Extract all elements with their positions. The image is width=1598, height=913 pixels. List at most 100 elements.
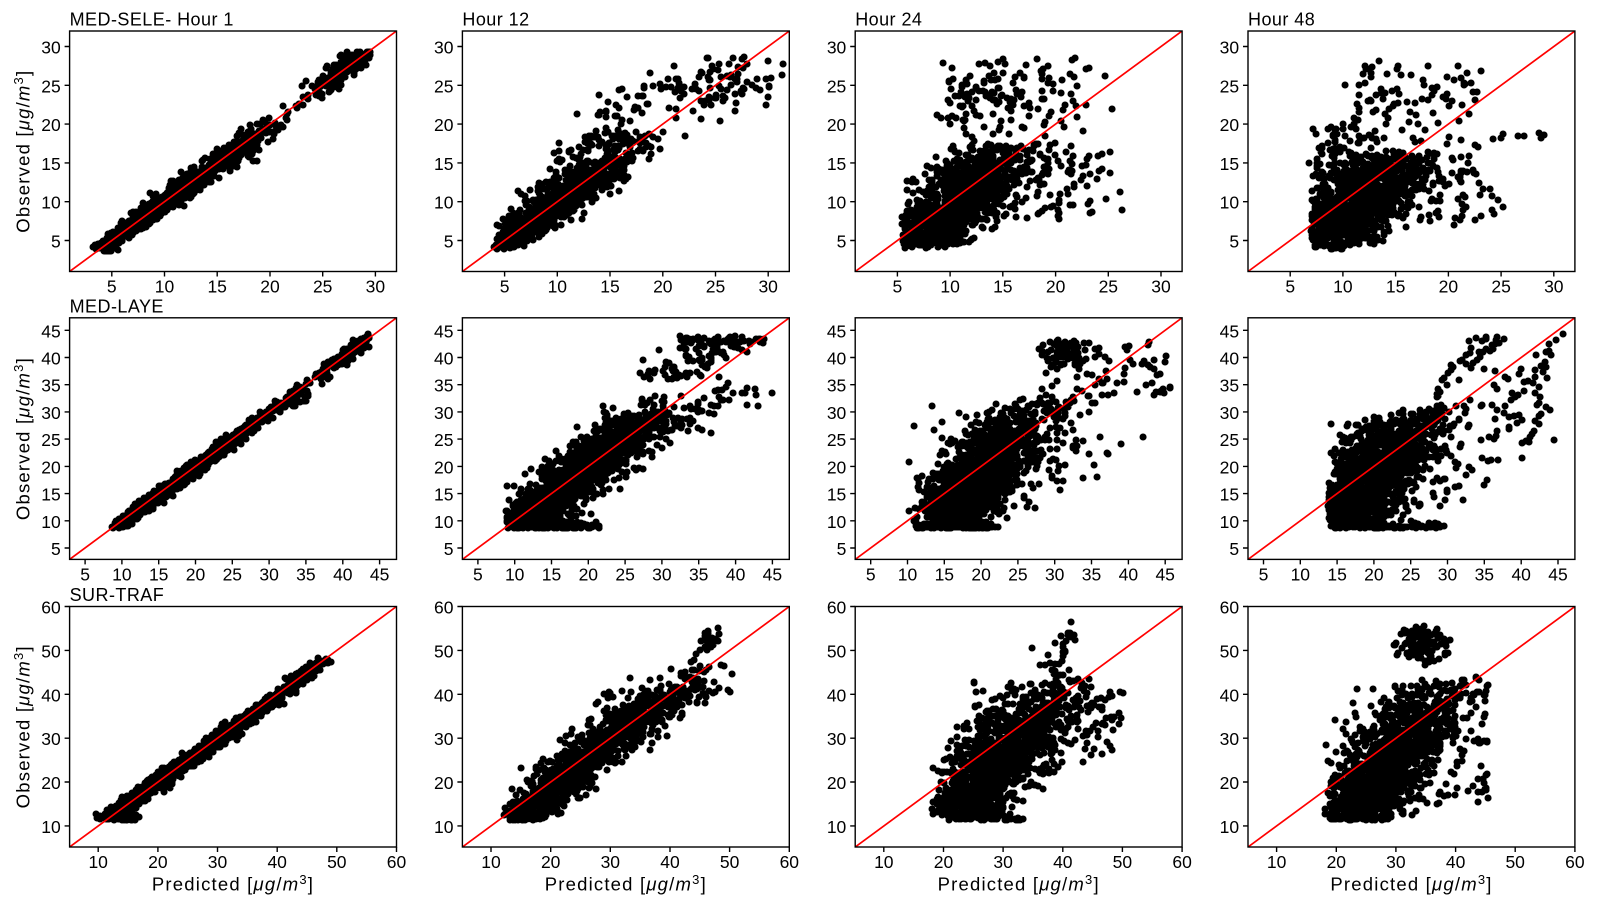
svg-text:30: 30	[1438, 564, 1458, 584]
svg-text:15: 15	[542, 564, 561, 584]
svg-text:MED-LAYE: MED-LAYE	[70, 296, 164, 316]
svg-text:30: 30	[1220, 403, 1240, 423]
svg-text:15: 15	[207, 277, 226, 297]
svg-text:25: 25	[1008, 564, 1027, 584]
svg-text:10: 10	[112, 564, 132, 584]
svg-text:30: 30	[259, 564, 279, 584]
svg-text:20: 20	[827, 115, 847, 135]
svg-text:20: 20	[434, 457, 454, 477]
svg-text:50: 50	[434, 641, 454, 661]
svg-text:10: 10	[481, 852, 501, 872]
svg-text:5: 5	[1259, 564, 1269, 584]
svg-text:MED-SELE- Hour 1: MED-SELE- Hour 1	[70, 10, 234, 30]
svg-text:30: 30	[434, 38, 454, 58]
svg-text:10: 10	[874, 852, 894, 872]
svg-text:35: 35	[1082, 564, 1101, 584]
svg-text:40: 40	[660, 852, 680, 872]
svg-text:25: 25	[706, 277, 725, 297]
svg-text:5: 5	[1229, 539, 1239, 559]
svg-text:25: 25	[223, 564, 242, 584]
svg-text:20: 20	[41, 457, 61, 477]
svg-text:20: 20	[653, 277, 673, 297]
svg-text:20: 20	[971, 564, 991, 584]
svg-text:35: 35	[1220, 376, 1239, 396]
svg-text:60: 60	[1565, 852, 1585, 872]
svg-text:35: 35	[434, 376, 453, 396]
svg-text:35: 35	[41, 376, 60, 396]
svg-text:60: 60	[434, 598, 454, 618]
svg-text:40: 40	[827, 685, 847, 705]
svg-text:30: 30	[827, 729, 847, 749]
svg-text:5: 5	[51, 539, 61, 559]
svg-text:30: 30	[652, 564, 672, 584]
svg-text:40: 40	[726, 564, 746, 584]
svg-text:10: 10	[898, 564, 918, 584]
svg-text:30: 30	[827, 403, 847, 423]
svg-text:15: 15	[1386, 277, 1405, 297]
svg-text:10: 10	[827, 512, 847, 532]
svg-text:60: 60	[1172, 852, 1192, 872]
svg-text:10: 10	[827, 193, 847, 213]
svg-text:40: 40	[41, 685, 61, 705]
svg-text:35: 35	[1475, 564, 1494, 584]
svg-text:20: 20	[1364, 564, 1384, 584]
svg-text:50: 50	[1113, 852, 1133, 872]
svg-text:30: 30	[434, 729, 454, 749]
svg-text:35: 35	[827, 376, 846, 396]
svg-text:10: 10	[1267, 852, 1287, 872]
svg-text:15: 15	[1327, 564, 1346, 584]
svg-text:25: 25	[615, 564, 634, 584]
svg-text:5: 5	[500, 277, 510, 297]
svg-text:45: 45	[434, 321, 453, 341]
svg-text:5: 5	[1285, 277, 1295, 297]
svg-text:40: 40	[1053, 852, 1073, 872]
svg-text:20: 20	[1220, 457, 1240, 477]
svg-text:35: 35	[689, 564, 708, 584]
svg-text:50: 50	[720, 852, 740, 872]
svg-text:15: 15	[149, 564, 168, 584]
svg-text:25: 25	[1401, 564, 1420, 584]
svg-text:40: 40	[1446, 852, 1466, 872]
svg-text:45: 45	[1548, 564, 1567, 584]
svg-text:10: 10	[88, 852, 108, 872]
svg-text:20: 20	[827, 457, 847, 477]
svg-text:15: 15	[935, 564, 954, 584]
svg-text:20: 20	[541, 852, 561, 872]
svg-text:10: 10	[155, 277, 175, 297]
svg-text:5: 5	[444, 539, 454, 559]
svg-text:50: 50	[1505, 852, 1525, 872]
svg-text:5: 5	[866, 564, 876, 584]
svg-text:40: 40	[1511, 564, 1531, 584]
svg-text:25: 25	[827, 430, 846, 450]
svg-text:15: 15	[1220, 485, 1239, 505]
svg-text:25: 25	[313, 277, 332, 297]
svg-text:10: 10	[41, 512, 61, 532]
svg-text:50: 50	[1220, 641, 1240, 661]
svg-text:30: 30	[41, 38, 61, 58]
svg-text:30: 30	[41, 729, 61, 749]
svg-text:20: 20	[934, 852, 954, 872]
svg-text:20: 20	[434, 773, 454, 793]
svg-text:25: 25	[1220, 430, 1239, 450]
svg-text:30: 30	[1151, 277, 1171, 297]
svg-text:5: 5	[80, 564, 90, 584]
svg-text:20: 20	[186, 564, 206, 584]
svg-text:10: 10	[1220, 193, 1240, 213]
svg-text:45: 45	[370, 564, 389, 584]
svg-text:10: 10	[1220, 817, 1240, 837]
svg-text:40: 40	[1119, 564, 1139, 584]
svg-text:Hour 12: Hour 12	[462, 10, 529, 30]
svg-text:40: 40	[434, 685, 454, 705]
svg-text:SUR-TRAF: SUR-TRAF	[70, 585, 165, 605]
svg-text:45: 45	[41, 321, 60, 341]
svg-text:15: 15	[993, 277, 1012, 297]
svg-text:30: 30	[1045, 564, 1065, 584]
svg-text:10: 10	[41, 193, 61, 213]
svg-text:40: 40	[434, 349, 454, 369]
svg-text:Predicted [μg/m3]: Predicted [μg/m3]	[938, 872, 1100, 895]
svg-text:30: 30	[208, 852, 228, 872]
svg-text:5: 5	[51, 232, 61, 252]
svg-text:45: 45	[1220, 321, 1239, 341]
svg-text:15: 15	[434, 485, 453, 505]
svg-text:20: 20	[827, 773, 847, 793]
